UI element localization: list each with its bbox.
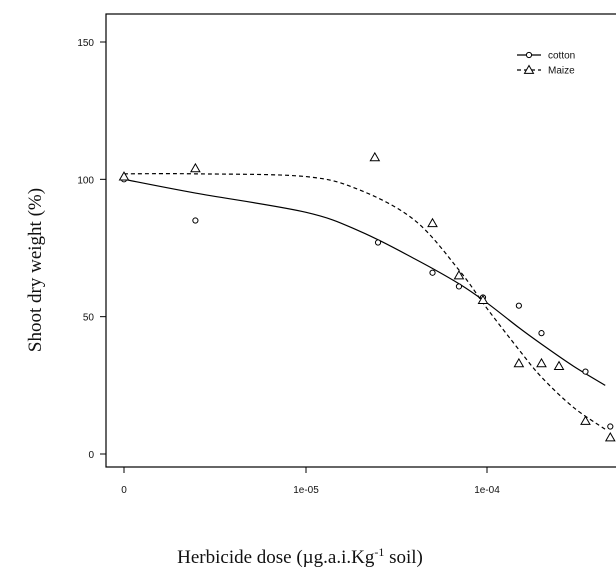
x-tick-label: 1e-05: [293, 485, 319, 496]
cotton-point: [192, 217, 199, 224]
cotton-point: [455, 283, 463, 290]
maize-point: [190, 162, 201, 173]
x-tick-label: 1e-04: [474, 485, 500, 496]
legend: cotton Maize: [517, 51, 575, 77]
fit-lines: [123, 173, 606, 430]
y-axis-title: Shoot dry weight (%): [25, 188, 46, 352]
plot-frame-border: [105, 13, 616, 468]
maize-point: [369, 151, 381, 162]
maize-point: [536, 357, 547, 368]
cotton-fit-line: [123, 178, 606, 386]
maize-point: [604, 432, 616, 442]
legend-cotton-label: cotton: [548, 51, 575, 62]
cotton-point: [429, 269, 436, 276]
cotton-point: [582, 368, 589, 375]
x-axis-title-superscript: -1: [374, 545, 384, 559]
x-axis: 0 1e-05 1e-04: [121, 467, 500, 496]
legend-maize-label: Maize: [548, 66, 575, 77]
cotton-point: [538, 330, 545, 337]
y-tick-label: 0: [88, 450, 94, 461]
x-axis-title-tail: soil): [384, 547, 423, 568]
x-axis-title-main: Herbicide dose (µg.a.i.Kg: [177, 547, 375, 568]
y-axis: 0 50 100 150: [77, 38, 106, 461]
maize-point: [553, 360, 565, 370]
maize-fit-line: [123, 173, 606, 430]
y-tick-label: 150: [77, 38, 94, 49]
y-tick-label: 100: [77, 175, 94, 186]
maize-point: [513, 357, 525, 368]
maize-point: [118, 171, 130, 181]
cotton-point: [515, 302, 522, 309]
plot-frame: [105, 13, 616, 468]
maize-point: [580, 415, 591, 425]
maize-point: [453, 269, 465, 280]
cotton-point: [374, 239, 382, 246]
legend-cotton-marker: [525, 51, 533, 59]
x-axis-title: Herbicide dose (µg.a.i.Kg-1 soil): [177, 545, 423, 568]
y-tick-label: 50: [83, 313, 95, 324]
x-tick-label: 0: [121, 485, 127, 496]
data-markers: [118, 151, 616, 442]
maize-point: [477, 294, 489, 305]
cotton-point: [607, 423, 614, 430]
legend-maize-marker: [523, 64, 535, 74]
maize-point: [427, 217, 438, 228]
